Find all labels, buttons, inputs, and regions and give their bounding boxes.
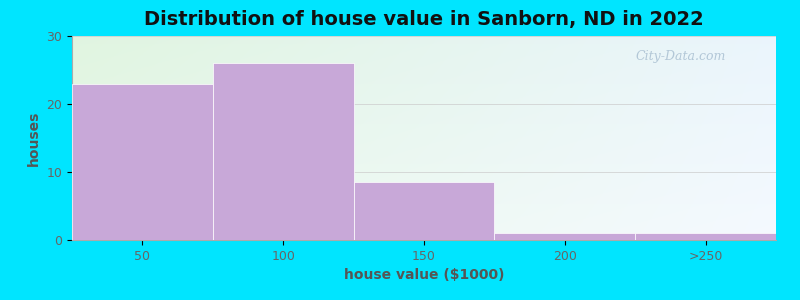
Bar xyxy=(72,84,213,240)
Bar xyxy=(354,182,494,240)
Bar xyxy=(635,233,776,240)
Y-axis label: houses: houses xyxy=(27,110,41,166)
Text: City-Data.com: City-Data.com xyxy=(635,50,726,63)
Title: Distribution of house value in Sanborn, ND in 2022: Distribution of house value in Sanborn, … xyxy=(144,10,704,29)
Bar xyxy=(494,233,635,240)
X-axis label: house value ($1000): house value ($1000) xyxy=(344,268,504,282)
Bar xyxy=(213,63,354,240)
